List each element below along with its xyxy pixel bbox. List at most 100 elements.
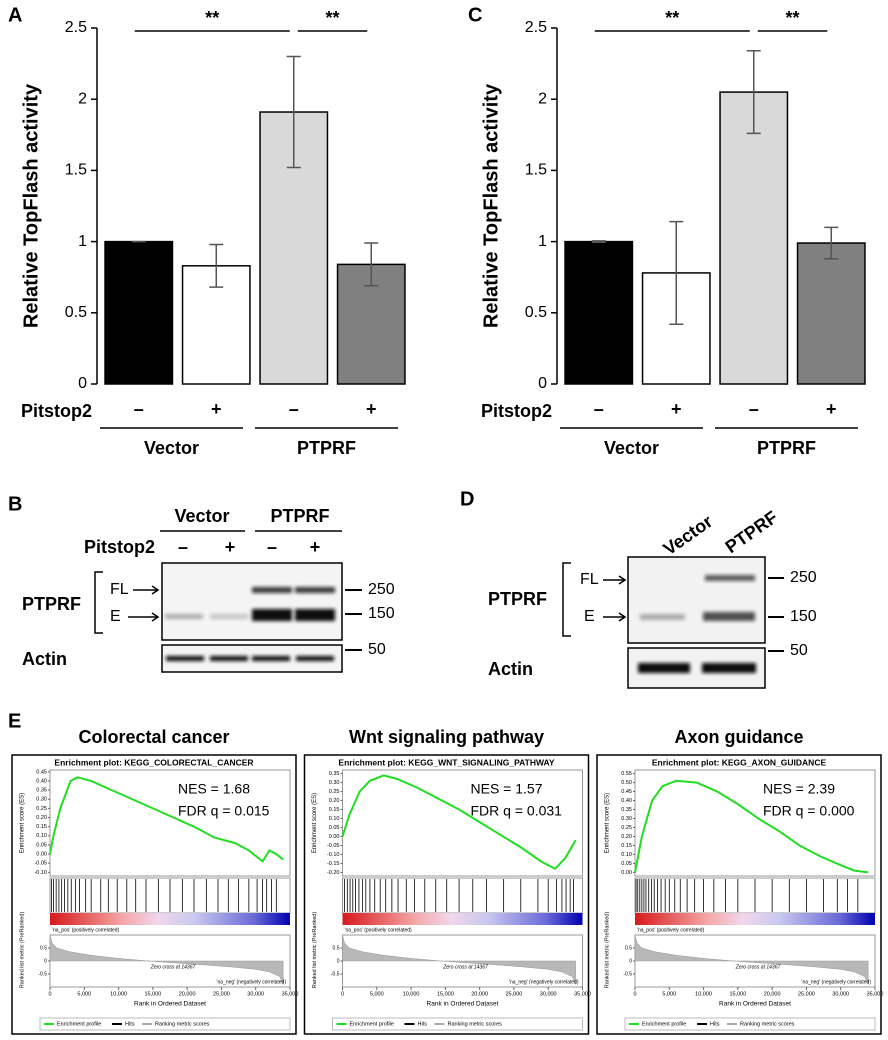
panel-label: A xyxy=(8,4,22,26)
y-tick-label: 0.5 xyxy=(333,945,340,951)
zero-cross: Zero cross at 14367 xyxy=(735,964,781,970)
x-tick-label: 5,000 xyxy=(77,991,91,997)
marker-label: 250 xyxy=(368,581,395,598)
protein-label: PTPRF xyxy=(488,589,547,609)
x-tick-label: 10,000 xyxy=(695,991,712,997)
bracket xyxy=(94,571,103,634)
y-tick-label: 0.35 xyxy=(329,771,340,777)
y-tick-label: 0.15 xyxy=(329,807,340,813)
legend-label: Enrichment profile xyxy=(350,1021,394,1027)
error-bar xyxy=(591,240,606,244)
y-tick-label: -0.5 xyxy=(331,971,340,977)
y-tick-label: 0.30 xyxy=(329,780,340,786)
panel-label: D xyxy=(460,488,474,510)
marker-label: 150 xyxy=(790,608,817,625)
blot-frame xyxy=(161,562,343,641)
significance-label: ** xyxy=(325,8,339,28)
y-tick-label: -0.15 xyxy=(327,861,340,867)
y-axis-title: Enrichment score (ES) xyxy=(20,793,26,853)
annotation: FDR q = 0.031 xyxy=(471,803,563,819)
x-tick-label: 25,000 xyxy=(506,991,523,997)
group-label: PTPRF xyxy=(722,507,782,557)
band xyxy=(252,587,292,593)
form-label: FL xyxy=(110,581,129,598)
category-label: – xyxy=(289,399,299,419)
y-tick-label: 0.35 xyxy=(621,807,632,813)
x-tick-label: 20,000 xyxy=(764,991,781,997)
legend-label: Enrichment profile xyxy=(57,1021,101,1027)
legend-label: Hits xyxy=(710,1021,720,1027)
legend-label: Enrichment profile xyxy=(642,1021,686,1027)
y-tick-label: 0.00 xyxy=(36,852,47,858)
y-tick-label: 0.50 xyxy=(621,780,632,786)
annotation: FDR q = 0.000 xyxy=(763,803,855,819)
x-tick-label: 35,000 xyxy=(867,991,884,997)
marker-label: 250 xyxy=(790,569,817,586)
y-tick-label: 0 xyxy=(44,958,47,964)
band xyxy=(252,656,290,661)
es-frame xyxy=(634,769,876,877)
x-tick-label: 10,000 xyxy=(110,991,127,997)
es-curve xyxy=(49,776,284,863)
y-tick-label: 0.55 xyxy=(621,771,632,777)
loading-label: Actin xyxy=(22,649,67,669)
y-tick-label: 0.00 xyxy=(621,870,632,876)
y-tick-label: 0.15 xyxy=(36,824,47,830)
band xyxy=(638,663,690,673)
x-tick-label: 25,000 xyxy=(213,991,230,997)
error-bar xyxy=(669,220,684,325)
legend-label: Hits xyxy=(125,1021,135,1027)
error-bar xyxy=(209,243,224,288)
y-axis-title: Ranked list metric (PreRanked) xyxy=(312,912,318,989)
y-tick-label: 1 xyxy=(538,233,547,250)
y-tick-label: 0.10 xyxy=(329,816,340,822)
x-axis-title: Rank in Ordered Dataset xyxy=(427,1001,499,1008)
es-curve xyxy=(341,774,577,871)
y-tick-label: -0.05 xyxy=(327,843,340,849)
y-tick-label: 0.45 xyxy=(36,769,47,775)
x-tick-label: 5,000 xyxy=(370,991,384,997)
legend-frame xyxy=(39,1017,291,1031)
x-tick-label: 25,000 xyxy=(798,991,815,997)
form-label: E xyxy=(584,608,595,625)
loading-label: Actin xyxy=(488,659,533,679)
x-tick-label: 35,000 xyxy=(574,991,591,997)
band xyxy=(703,612,755,621)
y-tick-label: 1.5 xyxy=(525,162,547,179)
y-tick-label: -0.10 xyxy=(327,852,340,858)
band xyxy=(640,614,685,620)
plot-title: Colorectal cancer xyxy=(78,727,229,747)
band xyxy=(165,614,203,619)
x-tick-label: 30,000 xyxy=(540,991,557,997)
x-tick-label: 5,000 xyxy=(662,991,676,997)
y-tick-label: -0.5 xyxy=(623,971,632,977)
y-tick-label: -0.05 xyxy=(34,861,47,867)
inner-title: Enrichment plot: KEGG_WNT_SIGNALING_PATH… xyxy=(338,757,554,767)
neg-label: 'na_neg' (negatively correlated) xyxy=(509,979,579,985)
y-tick-label: 0.20 xyxy=(36,815,47,821)
x-tick-label: 0 xyxy=(48,991,51,997)
pos-label: 'na_pos' (positively correlated) xyxy=(52,927,120,933)
y-tick-label: 0.20 xyxy=(329,798,340,804)
y-tick-label: 0.10 xyxy=(621,852,632,858)
y-tick-label: 0.05 xyxy=(36,842,47,848)
category-axis-label: Pitstop2 xyxy=(21,401,92,421)
legend-label: Ranking metric scores xyxy=(740,1021,795,1027)
lane-label: – xyxy=(267,537,277,557)
panel-label: E xyxy=(8,710,21,732)
significance-label: ** xyxy=(785,8,799,28)
inner-title: Enrichment plot: KEGG_AXON_GUIDANCE xyxy=(652,757,827,767)
group-label: PTPRF xyxy=(757,438,816,458)
band xyxy=(252,609,292,621)
neg-label: 'na_neg' (negatively correlated) xyxy=(217,979,287,985)
protein-label: PTPRF xyxy=(22,594,81,614)
x-axis-title: Rank in Ordered Dataset xyxy=(719,1001,791,1008)
error-bar xyxy=(746,50,761,135)
y-tick-label: 0.30 xyxy=(621,816,632,822)
y-tick-label: 0.25 xyxy=(36,806,47,812)
form-label: FL xyxy=(580,571,599,588)
bracket xyxy=(562,562,571,637)
error-bar xyxy=(286,55,301,169)
category-label: – xyxy=(134,399,144,419)
